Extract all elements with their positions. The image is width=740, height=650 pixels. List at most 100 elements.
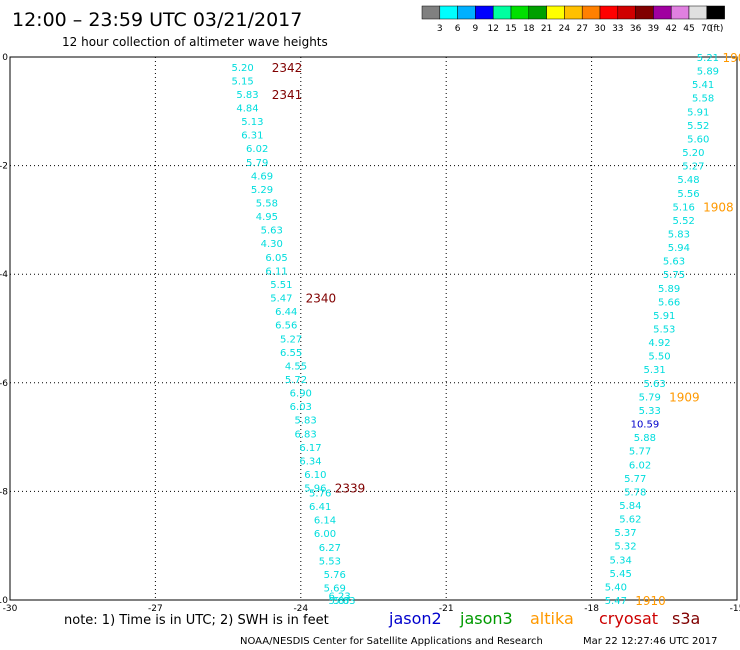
wave-height-value: 5.96 [304, 484, 326, 495]
colorbar-swatch [617, 5, 636, 20]
colorbar-swatch [528, 5, 547, 20]
wave-height-value: 5.51 [270, 280, 292, 291]
legend-jason2: jason2 [388, 609, 442, 628]
legend-jason3: jason3 [459, 609, 513, 628]
wave-height-value: 5.69 [324, 584, 346, 595]
legend-s3a: s3a [672, 609, 700, 628]
colorbar-swatch [599, 5, 619, 20]
wave-height-value: 5.66 [658, 297, 680, 308]
wave-height-value: 5.84 [619, 501, 641, 512]
wave-height-value: 4.30 [261, 239, 283, 250]
colorbar-label: 6 [455, 24, 461, 34]
wave-height-value: 6.10 [304, 470, 326, 481]
y-tick-label: -8 [0, 487, 8, 497]
time-label: 1908 [703, 200, 734, 214]
colorbar-label: 18 [523, 24, 535, 34]
wave-height-value: 5.91 [687, 107, 709, 118]
footer-timestamp: Mar 22 12:27:46 UTC 2017 [583, 636, 718, 647]
wave-height-value: 4.95 [256, 212, 278, 223]
wave-height-value: 6.31 [241, 131, 263, 142]
colorbar-label: 45 [683, 24, 694, 34]
wave-height-value: 6.17 [299, 443, 321, 454]
colorbar-unit: (ft) [710, 24, 724, 34]
y-tick-label: -6 [0, 379, 8, 389]
colorbar-swatch [546, 5, 565, 20]
colorbar-swatch [581, 5, 601, 20]
x-tick-label: -30 [3, 604, 18, 614]
colorbar-swatch [510, 5, 530, 20]
wave-height-value: 5.27 [280, 334, 302, 345]
wave-height-value: 5.32 [614, 542, 636, 553]
wave-height-value: 5.77 [629, 447, 651, 458]
wave-height-value: 6.83 [295, 429, 317, 440]
wave-height-value: 4.84 [236, 103, 258, 114]
wave-height-value: 5.63 [261, 226, 283, 237]
wave-height-value: 5.58 [692, 94, 714, 105]
wave-height-value: 5.53 [319, 556, 341, 567]
colorbar-label: 36 [630, 24, 642, 34]
wave-height-value: 6.02 [246, 144, 268, 155]
colorbar-label: 9 [473, 24, 479, 34]
colorbar-swatch [421, 5, 441, 20]
colorbar-swatch [688, 5, 708, 20]
wave-height-value: 5.29 [251, 185, 273, 196]
footer-note: note: 1) Time is in UTC; 2) SWH is in fe… [64, 613, 329, 628]
wave-height-value: 6.41 [309, 502, 331, 513]
time-label: 2340 [306, 292, 337, 306]
wave-height-value: 4.92 [648, 338, 670, 349]
colorbar-label: 24 [559, 24, 571, 34]
time-label: 1909 [669, 390, 700, 404]
wave-height-value: 6.34 [299, 456, 321, 467]
colorbar-label: 70 [701, 24, 713, 34]
x-tick-label: -27 [148, 604, 163, 614]
y-tick-label: -2 [0, 162, 8, 172]
wave-height-value: 6.56 [275, 321, 297, 332]
wave-height-value: 5.21 [697, 53, 719, 64]
colorbar-label: 33 [612, 24, 623, 34]
wave-height-value: 5.41 [692, 80, 714, 91]
wave-height-value: 6.44 [275, 307, 297, 318]
wave-height-value: 5.20 [232, 63, 254, 74]
colorbar-label: 27 [576, 24, 587, 34]
time-label: 2342 [272, 61, 303, 75]
wave-height-value: 5.79 [246, 158, 268, 169]
y-tick-label: -10 [0, 596, 8, 606]
y-tick-label: -4 [0, 270, 8, 280]
time-label: 2341 [272, 88, 303, 102]
chart-title: 12:00 – 23:59 UTC 03/21/2017 [12, 9, 302, 31]
colorbar-label: 42 [665, 24, 676, 34]
wave-height-value: 6.90 [290, 389, 312, 400]
wave-height-value: 5.37 [614, 528, 636, 539]
colorbar-swatch [653, 5, 672, 20]
wave-height-value: 5.52 [687, 121, 709, 132]
wave-height-value: 5.58 [256, 199, 278, 210]
wave-height-value: 5.20 [682, 148, 704, 159]
wave-height-value: 5.56 [677, 189, 699, 200]
chart-subtitle: 12 hour collection of altimeter wave hei… [62, 35, 328, 49]
colorbar-swatch [635, 5, 654, 20]
wave-height-value: 5.52 [673, 216, 695, 227]
wave-height-value: 5.53 [653, 325, 675, 336]
colorbar-label: 30 [594, 24, 606, 34]
wave-height-value: 5.34 [610, 555, 632, 566]
x-tick-label: -15 [730, 604, 740, 614]
wave-height-value: 6.00 [314, 529, 336, 540]
colorbar-label: 3 [437, 24, 443, 34]
time-label: 1910 [635, 594, 666, 608]
wave-height-value: 5.13 [241, 117, 263, 128]
wave-height-values: 5.20 5.15 5.83 4.84 5.13 6.31 6.02 5.79 4.69 5.29… [232, 53, 720, 607]
time-label: 2339 [335, 482, 366, 496]
wave-height-value: 5.31 [643, 365, 665, 376]
wave-height-value: 6.23 [328, 592, 350, 603]
wave-height-value: 5.40 [605, 582, 627, 593]
wave-height-value: 5.76 [309, 488, 331, 499]
wave-height-value: 5.60 [687, 134, 709, 145]
x-tick-label: -18 [584, 604, 599, 614]
wave-height-value: 5.16 [673, 202, 695, 213]
wave-height-value: 5.47 [270, 294, 292, 305]
wave-height-value: 5.50 [648, 352, 670, 363]
wave-height-value: 5.77 [624, 474, 646, 485]
colorbar-swatch [475, 5, 494, 20]
y-tick-label: 0 [2, 53, 8, 63]
x-tick-label: -21 [439, 604, 454, 614]
